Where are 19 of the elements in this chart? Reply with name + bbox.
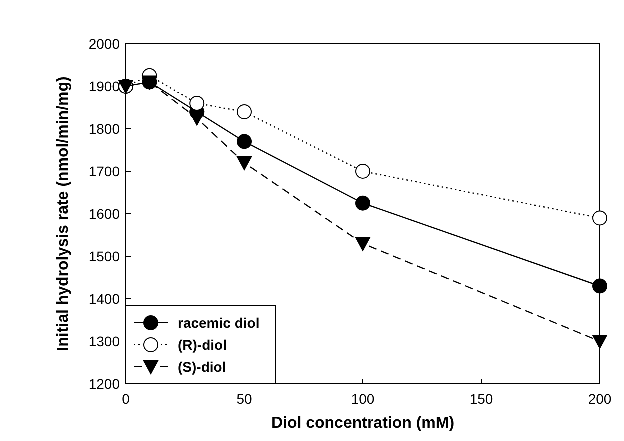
y-tick-label: 1200 bbox=[88, 376, 120, 392]
x-tick-label: 150 bbox=[470, 391, 494, 407]
legend-label: (R)-diol bbox=[178, 337, 227, 353]
y-tick-label: 1400 bbox=[88, 291, 120, 307]
y-tick-label: 1900 bbox=[88, 78, 120, 94]
y-tick-label: 1700 bbox=[88, 164, 120, 180]
y-tick-label: 1800 bbox=[88, 121, 120, 137]
legend-label: (S)-diol bbox=[178, 359, 226, 375]
x-tick-label: 200 bbox=[588, 391, 612, 407]
y-tick-label: 1300 bbox=[88, 334, 120, 350]
y-tick-label: 1500 bbox=[88, 248, 120, 264]
x-axis-title: Diol concentration (mM) bbox=[271, 415, 455, 432]
y-tick-label: 1600 bbox=[88, 206, 120, 222]
x-tick-label: 100 bbox=[351, 391, 375, 407]
legend-label: racemic diol bbox=[178, 315, 260, 331]
y-axis-title: Initial hydrolysis rate (nmol/min/mg) bbox=[55, 76, 72, 352]
y-tick-label: 2000 bbox=[88, 36, 120, 52]
x-tick-label: 50 bbox=[236, 391, 252, 407]
x-tick-label: 0 bbox=[122, 391, 130, 407]
